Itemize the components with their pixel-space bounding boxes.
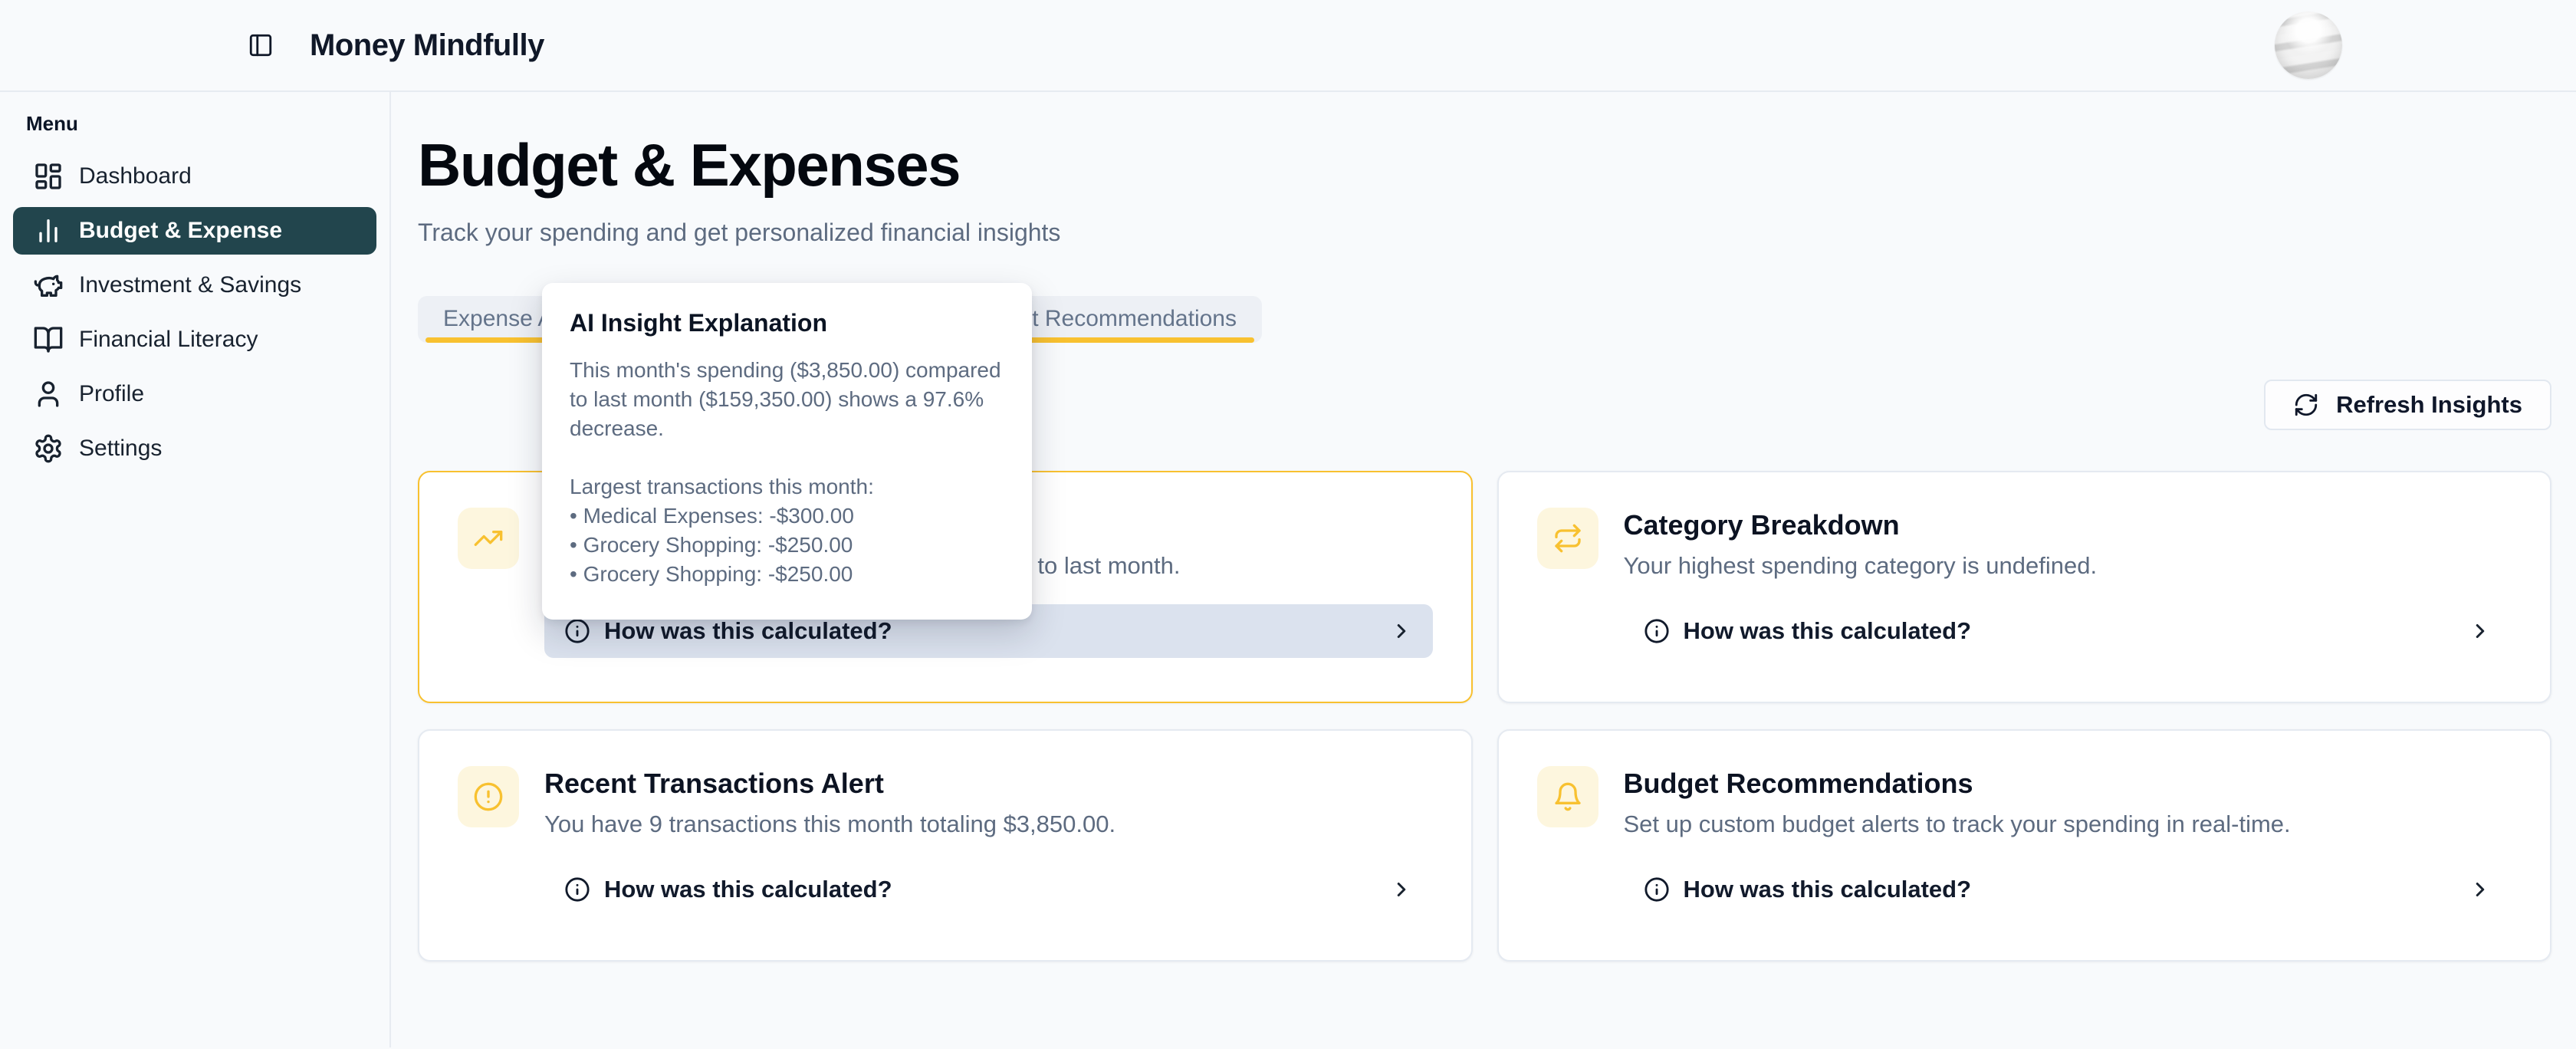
- sidebar-item-label: Dashboard: [79, 163, 192, 189]
- card-title: Budget Recommendations: [1623, 767, 1973, 799]
- app-header: Money Mindfully: [0, 0, 2576, 92]
- chevron-right-icon: [2469, 878, 2492, 901]
- sidebar-item-label: Investment & Savings: [79, 272, 302, 298]
- alert-circle-icon: [458, 765, 519, 827]
- insight-card-category-breakdown: Category Breakdown Your highest spending…: [1497, 470, 2551, 703]
- repeat-icon: [1536, 507, 1598, 569]
- page-title: Budget & Expenses: [418, 131, 961, 199]
- sidebar-item-budget-expense[interactable]: Budget & Expense: [13, 207, 376, 255]
- popover-bullet: Grocery Shopping: -$250.00: [570, 560, 1004, 589]
- insight-card-recent-transactions: Recent Transactions Alert You have 9 tra…: [418, 728, 1473, 962]
- actions-row: Refresh Insights: [418, 379, 2551, 430]
- popover-bullet: Medical Expenses: -$300.00: [570, 501, 1004, 531]
- popover-title: AI Insight Explanation: [570, 309, 828, 337]
- chevron-right-icon: [1390, 878, 1413, 901]
- gear-icon: [33, 433, 64, 464]
- chevron-right-icon: [2469, 620, 2492, 643]
- card-title: Recent Transactions Alert: [544, 767, 884, 799]
- card-text: Budget Recommendations Set up custom bud…: [1624, 766, 2291, 838]
- card-main-row: Recent Transactions Alert You have 9 tra…: [458, 765, 1433, 838]
- sidebar-item-investment-savings[interactable]: Investment & Savings: [13, 261, 376, 309]
- how-calculated-label: How was this calculated?: [604, 875, 892, 903]
- page-subtitle: Track your spending and get personalized…: [418, 218, 1061, 246]
- dashboard-grid-icon: [33, 161, 64, 192]
- card-description: Set up custom budget alerts to track you…: [1623, 810, 2291, 837]
- how-calculated-button[interactable]: How was this calculated?: [1624, 604, 2512, 658]
- sidebar: Menu Dashboard Budget & Expense Investme…: [0, 92, 391, 1047]
- ai-insight-popover: AI Insight Explanation This month's spen…: [542, 283, 1032, 620]
- info-icon: [564, 876, 590, 903]
- trending-up-icon: [458, 507, 519, 569]
- refresh-icon: [2293, 392, 2319, 418]
- card-text: Recent Transactions Alert You have 9 tra…: [544, 766, 1116, 838]
- bar-chart-icon: [33, 215, 64, 246]
- user-icon: [33, 379, 64, 409]
- panel-left-icon: [248, 32, 274, 58]
- how-calculated-button[interactable]: How was this calculated?: [544, 863, 1433, 916]
- card-main-row: Budget Recommendations Set up custom bud…: [1536, 765, 2512, 838]
- app-title: Money Mindfully: [310, 28, 544, 62]
- sidebar-nav: Dashboard Budget & Expense Investment & …: [0, 153, 389, 472]
- card-text: Category Breakdown Your highest spending…: [1624, 508, 2098, 580]
- sidebar-item-dashboard[interactable]: Dashboard: [13, 153, 376, 200]
- piggy-bank-icon: [33, 270, 64, 301]
- card-title: Category Breakdown: [1623, 508, 1900, 541]
- how-calculated-label: How was this calculated?: [1683, 875, 1972, 903]
- refresh-insights-label: Refresh Insights: [2336, 390, 2522, 418]
- popover-list-intro: Largest transactions this month:: [570, 475, 874, 498]
- user-avatar[interactable]: [2275, 12, 2342, 79]
- how-calculated-label: How was this calculated?: [604, 617, 892, 644]
- how-calculated-button[interactable]: How was this calculated?: [1624, 863, 2512, 916]
- card-description: You have 9 transactions this month total…: [544, 810, 1116, 837]
- book-open-icon: [33, 324, 64, 355]
- info-icon: [1644, 876, 1670, 903]
- info-icon: [1644, 618, 1670, 644]
- sidebar-item-profile[interactable]: Profile: [13, 370, 376, 418]
- how-calculated-label: How was this calculated?: [1683, 617, 1972, 644]
- sidebar-item-settings[interactable]: Settings: [13, 425, 376, 472]
- sidebar-toggle-button[interactable]: [244, 28, 278, 62]
- sidebar-section-label: Menu: [26, 112, 78, 135]
- bell-icon: [1536, 765, 1598, 827]
- insight-card-budget-recommendations: Budget Recommendations Set up custom bud…: [1497, 728, 2551, 962]
- card-description: Your highest spending category is undefi…: [1623, 551, 2098, 579]
- info-icon: [564, 618, 590, 644]
- popover-paragraph: This month's spending ($3,850.00) compar…: [570, 358, 1001, 440]
- sidebar-item-financial-literacy[interactable]: Financial Literacy: [13, 316, 376, 363]
- sidebar-item-label: Profile: [79, 381, 145, 406]
- sidebar-item-label: Financial Literacy: [79, 327, 258, 352]
- sidebar-item-label: Settings: [79, 436, 163, 461]
- popover-bullet: Grocery Shopping: -$250.00: [570, 531, 1004, 560]
- chevron-right-icon: [1390, 620, 1413, 643]
- refresh-insights-button[interactable]: Refresh Insights: [2264, 379, 2551, 430]
- sidebar-item-label: Budget & Expense: [79, 218, 283, 243]
- card-main-row: Category Breakdown Your highest spending…: [1536, 507, 2512, 580]
